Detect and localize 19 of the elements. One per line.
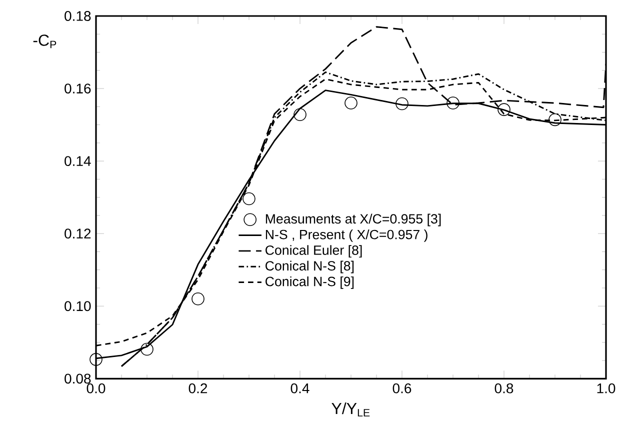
x-tick-label: 0.4 — [290, 383, 310, 394]
x-tick-label: 0.6 — [392, 383, 412, 394]
legend-label: Conical Euler [8] — [266, 245, 362, 258]
y-axis-title: -C$_{P}$ — [33, 34, 56, 48]
x-tick-label: 0.8 — [494, 383, 514, 394]
y-tick-label: 0.12 — [64, 228, 91, 239]
x-axis-title: Y/Y$_{LE}$ — [332, 402, 370, 416]
y-tick-label: 0.10 — [64, 301, 91, 312]
y-tick-label: 0.16 — [64, 84, 91, 94]
legend-label: Conical N-S [8] — [266, 260, 354, 274]
y-tick-label: 0.18 — [64, 11, 91, 21]
x-tick-label: 0.0 — [86, 383, 106, 394]
x-tick-label: 1.0 — [597, 383, 616, 394]
x-tick-label: 0.2 — [188, 383, 208, 394]
legend-label: N-S , Present ( X/C=0.957 ) — [266, 229, 428, 242]
legend-label: Conical N-S [9] — [266, 276, 354, 289]
y-tick-label: 0.14 — [64, 156, 91, 166]
legend-label: Measuments at X/C=0.955 [3] — [266, 214, 441, 226]
y-tick-label: 0.08 — [64, 374, 91, 384]
